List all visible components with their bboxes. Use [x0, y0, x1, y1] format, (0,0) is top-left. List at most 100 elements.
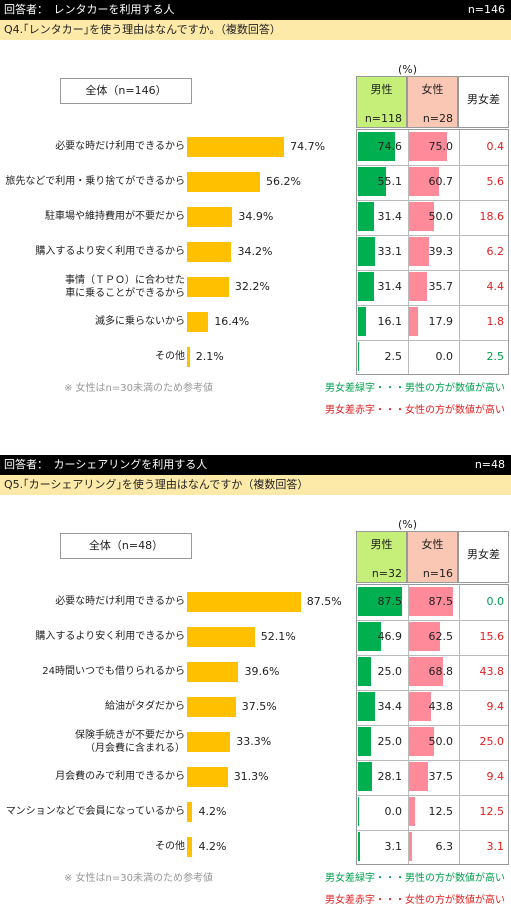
- grid-column-line: [408, 585, 409, 864]
- diff-header-label: 男女差: [467, 93, 500, 106]
- male-sample-count: n=118: [364, 112, 402, 125]
- total-bar: [187, 801, 193, 822]
- male-value: 2.5: [384, 349, 403, 363]
- total-sample-label: 全体（n=146）: [60, 78, 192, 104]
- category-label-line: マンションなどで会員になっているから: [5, 806, 185, 817]
- diff-column-header: 男女差: [458, 531, 509, 583]
- gender-diff-value: 3.1: [486, 839, 505, 853]
- category-label: 購入するより安く利用できるから: [35, 630, 185, 643]
- male-value: 3.1: [384, 839, 403, 853]
- respondent-header: 回答者： カーシェアリングを利用する人 n=48: [0, 455, 511, 475]
- male-bar: [358, 622, 382, 651]
- female-value: 50.0: [428, 209, 454, 223]
- gender-diff-value: 0.0: [486, 594, 505, 608]
- female-column-header: 女性 n=16: [407, 531, 458, 583]
- male-value: 0.0: [384, 804, 403, 818]
- female-value: 37.5: [428, 769, 454, 783]
- total-bar: [187, 276, 229, 297]
- question-text: Q5.｢カーシェアリング｣を使う理由はなんですか（複数回答）: [4, 478, 309, 491]
- female-sample-count: n=16: [422, 567, 453, 580]
- female-bar: [409, 307, 418, 336]
- category-label-line: 必要な時だけ利用できるから: [55, 596, 185, 607]
- grid-row-line: [357, 830, 508, 831]
- total-bar: [187, 766, 228, 787]
- male-bar: [358, 237, 375, 266]
- female-bar: [409, 762, 428, 791]
- gender-diff-value: 4.4: [486, 279, 505, 293]
- question-text: Q4.｢レンタカー｣を使う理由はなんですか。（複数回答）: [4, 23, 281, 36]
- category-label: 必要な時だけ利用できるから: [55, 140, 185, 153]
- category-label: 駐車場や維持費用が不要だから: [45, 210, 185, 223]
- female-value: 39.3: [428, 244, 454, 258]
- category-label: マンションなどで会員になっているから: [6, 805, 185, 818]
- category-label: その他: [155, 350, 185, 363]
- female-bar: [409, 692, 431, 721]
- total-bar: [187, 136, 285, 157]
- respondent-label: 回答者： レンタカーを利用する人: [4, 3, 175, 16]
- grid-row-line: [357, 760, 508, 761]
- male-bar: [358, 342, 360, 371]
- category-label-line: 滅多に乗らないから: [95, 316, 185, 327]
- male-value: 74.6: [377, 139, 403, 153]
- category-label-line: 車に乗ることができるから: [65, 287, 185, 299]
- female-value: 35.7: [428, 279, 454, 293]
- category-label-line: 24時間いつでも借りられるから: [42, 666, 185, 677]
- category-label-line: 購入するより安く利用できるから: [35, 246, 185, 257]
- reference-note: ※ 女性はn=30未満のため参考値: [64, 873, 213, 884]
- male-value: 46.9: [377, 629, 403, 643]
- total-value-label: 52.1%: [260, 629, 296, 643]
- grid-column-line: [408, 130, 409, 374]
- female-header-label: 女性: [421, 538, 444, 551]
- male-bar: [358, 727, 371, 756]
- male-bar: [358, 272, 374, 301]
- male-column-header: 男性 n=118: [356, 76, 407, 128]
- respondent-label: 回答者： カーシェアリングを利用する人: [4, 458, 208, 471]
- total-bar: [187, 206, 233, 227]
- category-label: 給油がタダだから: [105, 700, 185, 713]
- total-bar: [187, 346, 190, 367]
- gender-diff-value: 12.5: [479, 804, 505, 818]
- grid-row-line: [357, 200, 508, 201]
- male-bar: [358, 307, 367, 336]
- data-grid: [356, 584, 509, 865]
- diff-column-header: 男女差: [458, 76, 509, 128]
- respondent-count: n=48: [474, 458, 505, 471]
- female-bar: [409, 237, 429, 266]
- grid-row-line: [357, 270, 508, 271]
- male-bar: [358, 167, 386, 196]
- total-value-label: 31.3%: [233, 769, 269, 783]
- male-value: 16.1: [377, 314, 403, 328]
- category-label-line: 月会費のみで利用できるから: [55, 771, 185, 782]
- category-label-line: 給油がタダだから: [105, 701, 185, 712]
- category-label: 滅多に乗らないから: [95, 315, 185, 328]
- female-value: 60.7: [428, 174, 454, 188]
- total-bar: [187, 836, 193, 857]
- total-value-label: 2.1%: [195, 349, 224, 363]
- grid-row-line: [357, 620, 508, 621]
- category-label-line: 必要な時だけ利用できるから: [55, 141, 185, 152]
- female-bar: [409, 657, 444, 686]
- grid-row-line: [357, 655, 508, 656]
- category-label-line: その他: [155, 841, 185, 852]
- male-value: 31.4: [377, 279, 403, 293]
- total-value-label: 4.2%: [198, 839, 227, 853]
- total-value-label: 4.2%: [198, 804, 227, 818]
- grid-row-line: [357, 725, 508, 726]
- category-label-line: 駐車場や維持費用が不要だから: [45, 211, 185, 222]
- grid-row-line: [357, 340, 508, 341]
- male-value: 87.5: [377, 594, 403, 608]
- female-bar: [409, 132, 447, 161]
- total-bar: [187, 311, 209, 332]
- male-sample-count: n=32: [371, 567, 402, 580]
- gender-diff-value: 15.6: [479, 629, 505, 643]
- female-value: 0.0: [435, 349, 454, 363]
- total-value-label: 39.6%: [244, 664, 280, 678]
- category-label: その他: [155, 840, 185, 853]
- male-bar: [358, 132, 396, 161]
- male-value: 28.1: [377, 769, 403, 783]
- male-bar: [358, 692, 376, 721]
- category-label: 必要な時だけ利用できるから: [55, 595, 185, 608]
- diff-header-label: 男女差: [467, 548, 500, 561]
- gender-diff-value: 2.5: [486, 349, 505, 363]
- total-value-label: 37.5%: [241, 699, 277, 713]
